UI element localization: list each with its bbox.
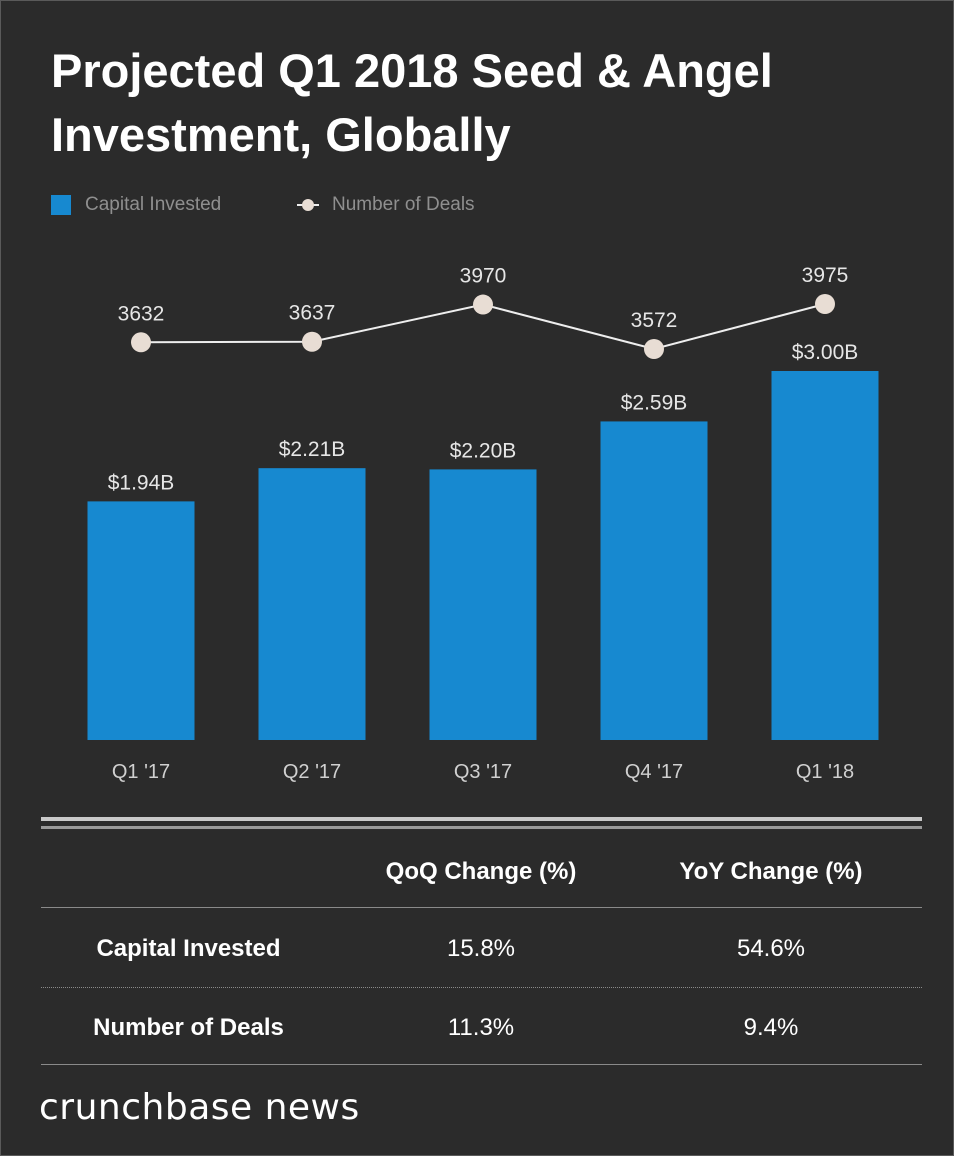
legend-label-capital: Capital Invested	[85, 194, 222, 215]
deals-value-label: 3632	[118, 302, 165, 325]
deals-point	[644, 339, 664, 359]
bar-value-label: $2.20B	[450, 439, 517, 462]
cell-deals-yoy: 9.4%	[743, 1014, 799, 1041]
chart-area: $1.94B Q1 '17 $2.21B Q2 '17 $2.20B Q3 '17 $2.5…	[87, 264, 879, 783]
bar	[429, 469, 537, 740]
table-bottom-rule	[41, 1064, 922, 1065]
chart-title: Projected Q1 2018 Seed & Angel Investmen…	[51, 44, 773, 161]
deals-value-label: 3637	[289, 302, 336, 325]
deals-value-label: 3975	[802, 264, 849, 287]
bar-value-label: $2.21B	[279, 438, 346, 461]
row-divider	[41, 987, 922, 988]
deals-value-label: 3572	[631, 309, 678, 332]
table-top-rule	[41, 817, 922, 821]
x-tick-label: Q1 '18	[796, 761, 854, 783]
cell-deals-qoq: 11.3%	[447, 1014, 515, 1041]
bar	[600, 421, 708, 740]
cell-capital-yoy: 54.6%	[736, 935, 806, 962]
bar	[771, 371, 879, 740]
header-divider	[41, 907, 922, 908]
cell-capital-qoq: 15.8%	[446, 935, 516, 962]
bar	[258, 468, 366, 740]
deals-point	[131, 332, 151, 353]
table-top-rule-secondary	[41, 826, 922, 829]
deals-value-label: 3970	[460, 265, 507, 288]
header-qoq: QoQ Change (%)	[385, 858, 577, 885]
x-tick-label: Q3 '17	[454, 761, 512, 783]
legend-label-deals: Number of Deals	[332, 194, 475, 215]
bar	[87, 501, 195, 740]
row-label-deals: Number of Deals	[93, 1014, 284, 1041]
header-yoy: YoY Change (%)	[679, 858, 863, 885]
x-tick-label: Q4 '17	[625, 761, 683, 783]
bar-value-label: $3.00B	[792, 341, 859, 364]
deals-point	[815, 294, 835, 314]
x-tick-label: Q2 '17	[283, 761, 341, 783]
brand-logo: crunchbase news	[39, 1087, 360, 1128]
row-label-capital: Capital Invested	[96, 935, 281, 962]
x-tick-label: Q1 '17	[112, 761, 170, 783]
bar-swatch-icon	[51, 195, 71, 215]
deals-point	[302, 331, 322, 352]
bar-value-label: $1.94B	[108, 471, 175, 494]
deals-point	[473, 294, 493, 315]
bar-value-label: $2.59B	[621, 391, 688, 414]
dot-swatch-icon	[302, 199, 314, 211]
